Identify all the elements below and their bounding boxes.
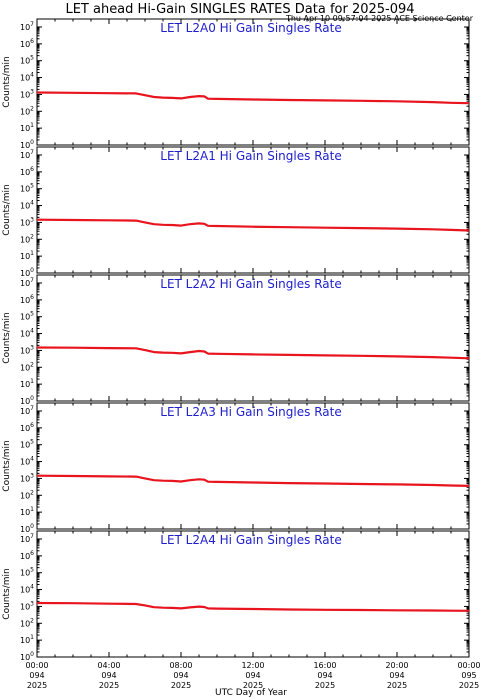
y-tick-label: 102 bbox=[20, 617, 34, 628]
y-tick-label: 104 bbox=[20, 456, 34, 467]
x-tick-year: 2025 bbox=[243, 681, 263, 690]
x-tick-time: 12:00 bbox=[241, 661, 264, 670]
panel-title: LET L2A2 Hi Gain Singles Rate bbox=[160, 277, 341, 291]
plot-frame bbox=[36, 18, 470, 146]
x-axis-label: UTC Day of Year bbox=[215, 688, 287, 698]
y-tick-label: 103 bbox=[20, 216, 34, 227]
y-tick-label: 104 bbox=[20, 200, 34, 211]
x-tick-year: 2025 bbox=[387, 681, 407, 690]
y-tick-label: 103 bbox=[20, 344, 34, 355]
x-tick-year: 2025 bbox=[459, 681, 479, 690]
y-tick-label: 101 bbox=[20, 634, 34, 645]
x-tick-time: 20:00 bbox=[385, 661, 408, 670]
y-tick-label: 106 bbox=[20, 166, 34, 177]
y-tick-label: 104 bbox=[20, 72, 34, 83]
y-tick-label: 104 bbox=[20, 584, 34, 595]
y-tick-label: 100 bbox=[20, 651, 34, 662]
y-tick-label: 107 bbox=[20, 533, 34, 544]
y-axis-label: Counts/min bbox=[2, 312, 12, 363]
series-line bbox=[36, 218, 470, 232]
figure-title: LET ahead Hi-Gain SINGLES RATES Data for… bbox=[65, 2, 414, 17]
y-axis-label: Counts/min bbox=[2, 184, 12, 235]
y-tick-label: 107 bbox=[20, 405, 34, 416]
plot-frame bbox=[36, 146, 470, 274]
plot-frame bbox=[36, 530, 470, 658]
panel-0: 100 101 102 103 104 105 106 107 Counts/min LET L2… bbox=[2, 18, 470, 150]
panel-2: 100 101 102 103 104 105 106 107 Counts/min LET L2… bbox=[2, 274, 470, 406]
panel-title: LET L2A3 Hi Gain Singles Rate bbox=[160, 405, 341, 419]
x-tick-year: 2025 bbox=[99, 681, 119, 690]
x-tick-time: 00:00 bbox=[25, 661, 48, 670]
x-tick-day: 095 bbox=[461, 671, 476, 680]
x-tick-year: 2025 bbox=[315, 681, 335, 690]
y-tick-label: 102 bbox=[20, 489, 34, 500]
y-tick-label: 103 bbox=[20, 88, 34, 99]
x-tick-year: 2025 bbox=[171, 681, 191, 690]
panel-4: 100 101 102 103 104 105 106 107 Counts/min LET L2… bbox=[2, 530, 470, 662]
plot-frame bbox=[36, 402, 470, 530]
panel-title: LET L2A1 Hi Gain Singles Rate bbox=[160, 149, 341, 163]
panel-title: LET L2A4 Hi Gain Singles Rate bbox=[160, 533, 341, 547]
y-tick-label: 106 bbox=[20, 294, 34, 305]
y-tick-label: 101 bbox=[20, 122, 34, 133]
y-tick-label: 105 bbox=[20, 439, 34, 450]
y-tick-label: 103 bbox=[20, 472, 34, 483]
y-tick-label: 106 bbox=[20, 550, 34, 561]
x-tick-time: 08:00 bbox=[169, 661, 192, 670]
y-tick-label: 100 bbox=[20, 267, 34, 278]
y-tick-label: 102 bbox=[20, 105, 34, 116]
x-tick-time: 04:00 bbox=[97, 661, 120, 670]
series-line bbox=[36, 601, 470, 612]
y-tick-label: 105 bbox=[20, 183, 34, 194]
panel-title: LET L2A0 Hi Gain Singles Rate bbox=[160, 21, 341, 35]
panel-1: 100 101 102 103 104 105 106 107 Counts/min LET L2… bbox=[2, 146, 470, 278]
series-line bbox=[36, 474, 470, 487]
panels: 100 101 102 103 104 105 106 107 Counts/min LET L2… bbox=[2, 18, 470, 662]
y-tick-label: 102 bbox=[20, 233, 34, 244]
x-tick-day: 094 bbox=[101, 671, 116, 680]
series-line bbox=[36, 91, 470, 105]
x-tick-day: 094 bbox=[245, 671, 260, 680]
x-tick-time: 16:00 bbox=[313, 661, 336, 670]
y-tick-label: 105 bbox=[20, 55, 34, 66]
x-tick-time: 00:00 bbox=[457, 661, 480, 670]
x-tick-day: 094 bbox=[173, 671, 188, 680]
x-tick-day: 094 bbox=[29, 671, 44, 680]
series-line bbox=[36, 346, 470, 360]
panel-3: 100 101 102 103 104 105 106 107 Counts/min LET L2… bbox=[2, 402, 470, 534]
x-tick-day: 094 bbox=[389, 671, 404, 680]
x-tick-day: 094 bbox=[317, 671, 332, 680]
y-tick-label: 100 bbox=[20, 523, 34, 534]
y-tick-label: 104 bbox=[20, 328, 34, 339]
y-axis-label: Counts/min bbox=[2, 568, 12, 619]
y-tick-label: 107 bbox=[20, 21, 34, 32]
y-tick-label: 101 bbox=[20, 250, 34, 261]
y-tick-label: 106 bbox=[20, 422, 34, 433]
plot-frame bbox=[36, 274, 470, 402]
y-tick-label: 107 bbox=[20, 149, 34, 160]
y-tick-label: 100 bbox=[20, 139, 34, 150]
y-tick-label: 105 bbox=[20, 567, 34, 578]
y-tick-label: 101 bbox=[20, 506, 34, 517]
y-tick-label: 101 bbox=[20, 378, 34, 389]
x-axis: 00:00094202504:00094202508:00094202512:0… bbox=[25, 661, 480, 690]
y-axis-label: Counts/min bbox=[2, 56, 12, 107]
y-tick-label: 103 bbox=[20, 600, 34, 611]
x-tick-year: 2025 bbox=[27, 681, 47, 690]
y-tick-label: 107 bbox=[20, 277, 34, 288]
y-tick-label: 106 bbox=[20, 38, 34, 49]
y-tick-label: 100 bbox=[20, 395, 34, 406]
y-tick-label: 105 bbox=[20, 311, 34, 322]
y-tick-label: 102 bbox=[20, 361, 34, 372]
y-axis-label: Counts/min bbox=[2, 440, 12, 491]
